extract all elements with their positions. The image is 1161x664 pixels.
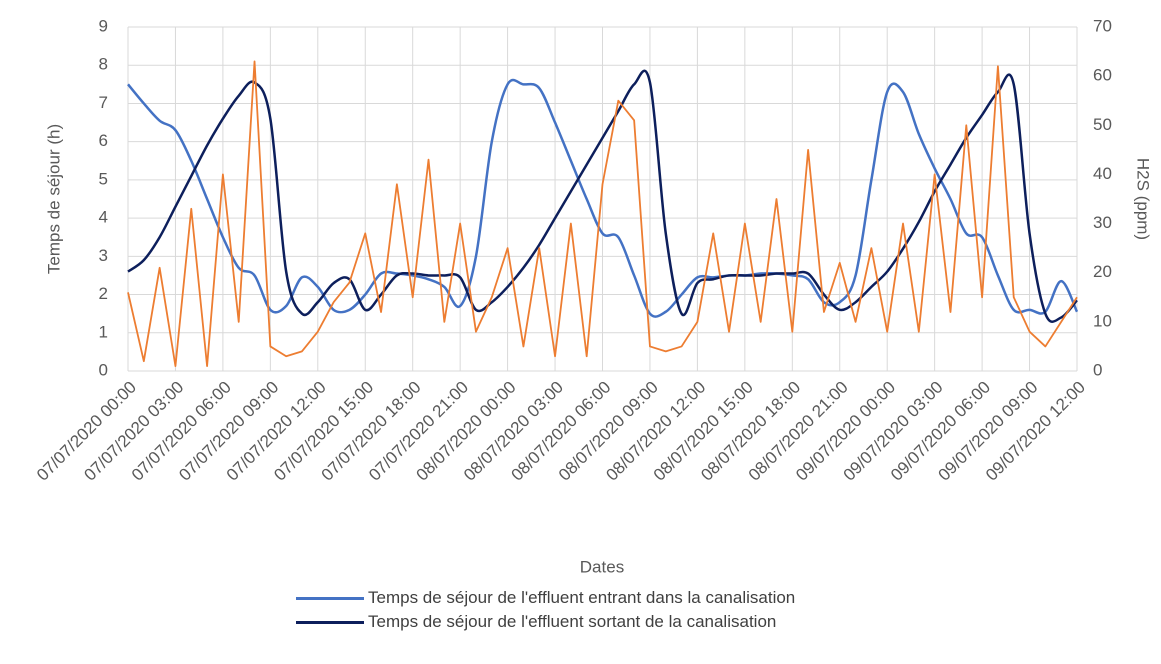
legend: Temps de séjour de l'effluent entrant da… (296, 586, 848, 634)
legend-swatch (296, 621, 364, 624)
series-line (127, 60, 1078, 367)
y-tick-label: 8 (99, 55, 108, 74)
y2-tick-label: 30 (1093, 213, 1112, 232)
y2-tick-label: 0 (1093, 360, 1102, 379)
chart: Temps de séjour (h) H2S (ppm) Dates 0 1 2 3… (33, 16, 1153, 576)
y-tick-label: 6 (99, 131, 108, 150)
y-tick-label: 3 (99, 246, 108, 265)
y-tick-label: 5 (99, 169, 108, 188)
legend-entry: Temps de séjour de l'effluent sortant de… (296, 610, 848, 634)
legend-swatch (296, 597, 364, 600)
y2-tick-label: 60 (1093, 66, 1112, 85)
x-axis-title: Dates (580, 557, 624, 576)
series-line (127, 78, 1079, 318)
y-tick-label: 1 (99, 322, 108, 341)
y-tick-label: 9 (99, 16, 108, 35)
y2-tick-label: 50 (1093, 115, 1112, 134)
y2-tick-label: 10 (1093, 311, 1112, 330)
y2-tick-label: 40 (1093, 164, 1112, 183)
series-line (127, 69, 1078, 323)
y-tick-label: 0 (99, 360, 108, 379)
legend-label: Temps de séjour de l'effluent entrant da… (368, 588, 796, 607)
legend-label: Temps de séjour de l'effluent sortant de… (368, 612, 777, 631)
y2-tick-label: 70 (1093, 16, 1112, 35)
legend-entry: Temps de séjour de l'effluent entrant da… (296, 586, 848, 610)
y-axis-title: Temps de séjour (h) (44, 124, 63, 274)
y-tick-label: 2 (99, 284, 108, 303)
y2-axis-title: H2S (ppm) (1134, 158, 1153, 240)
y-tick-label: 7 (99, 93, 108, 112)
y-tick-label: 4 (99, 208, 108, 227)
y2-tick-label: 20 (1093, 262, 1112, 281)
